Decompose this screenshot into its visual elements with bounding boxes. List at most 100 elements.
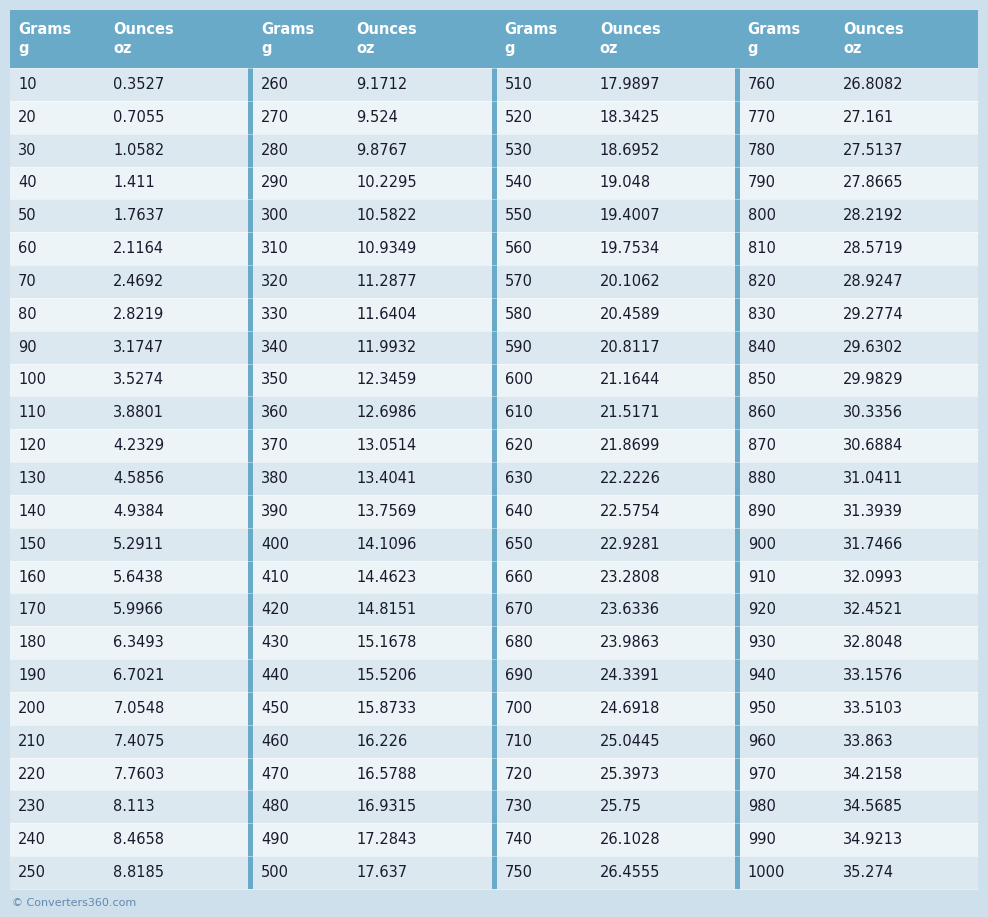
Text: 390: 390: [261, 503, 289, 519]
Text: 32.0993: 32.0993: [843, 569, 903, 584]
Text: 6.3493: 6.3493: [114, 635, 164, 650]
Text: 310: 310: [261, 241, 289, 256]
Bar: [253, 134, 349, 167]
Text: 450: 450: [261, 701, 289, 716]
Bar: [592, 167, 735, 199]
Text: 610: 610: [505, 405, 533, 420]
Text: 660: 660: [505, 569, 533, 584]
Text: 19.4007: 19.4007: [600, 208, 660, 223]
Text: 4.9384: 4.9384: [114, 503, 164, 519]
Text: 34.9213: 34.9213: [843, 833, 903, 847]
Text: 890: 890: [748, 503, 776, 519]
Bar: [106, 167, 248, 199]
Text: 31.3939: 31.3939: [843, 503, 903, 519]
Bar: [592, 626, 735, 659]
Text: 250: 250: [18, 865, 46, 880]
Text: 5.9966: 5.9966: [114, 602, 164, 617]
Bar: [497, 724, 592, 757]
Text: 10.5822: 10.5822: [357, 208, 417, 223]
Text: 20.4589: 20.4589: [600, 307, 660, 322]
Text: 14.1096: 14.1096: [357, 536, 417, 552]
Text: 290: 290: [261, 175, 289, 191]
Bar: [253, 495, 349, 528]
Bar: [106, 68, 248, 101]
Bar: [835, 692, 978, 724]
Text: 7.7603: 7.7603: [114, 767, 165, 781]
Text: 1000: 1000: [748, 865, 785, 880]
Bar: [497, 659, 592, 692]
Text: 15.5206: 15.5206: [357, 668, 417, 683]
Text: 13.4041: 13.4041: [357, 471, 417, 486]
Text: 25.0445: 25.0445: [600, 734, 660, 748]
Bar: [10, 167, 106, 199]
Text: 490: 490: [261, 833, 289, 847]
Text: 190: 190: [18, 668, 45, 683]
Bar: [497, 560, 592, 593]
Bar: [106, 757, 248, 790]
Text: 24.6918: 24.6918: [600, 701, 660, 716]
Text: Grams
g: Grams g: [261, 22, 314, 57]
Bar: [592, 396, 735, 429]
Text: Ounces
oz: Ounces oz: [600, 22, 661, 57]
Text: 570: 570: [505, 274, 533, 289]
Text: 340: 340: [261, 339, 289, 355]
Bar: [106, 298, 248, 331]
Text: 6.7021: 6.7021: [114, 668, 165, 683]
Bar: [253, 199, 349, 232]
Text: 10.2295: 10.2295: [357, 175, 417, 191]
Text: 16.5788: 16.5788: [357, 767, 417, 781]
Bar: [740, 429, 835, 462]
Bar: [497, 68, 592, 101]
Bar: [835, 331, 978, 363]
Bar: [735, 10, 740, 889]
Bar: [835, 495, 978, 528]
Bar: [497, 199, 592, 232]
Text: 24.3391: 24.3391: [600, 668, 660, 683]
Bar: [592, 528, 735, 560]
Text: 21.1644: 21.1644: [600, 372, 660, 388]
Text: Ounces
oz: Ounces oz: [114, 22, 174, 57]
Bar: [10, 10, 106, 68]
Text: 980: 980: [748, 800, 776, 814]
Text: 910: 910: [748, 569, 776, 584]
Text: 9.1712: 9.1712: [357, 77, 408, 92]
Text: 400: 400: [261, 536, 289, 552]
Text: 220: 220: [18, 767, 46, 781]
Bar: [349, 724, 491, 757]
Bar: [253, 528, 349, 560]
Text: 2.4692: 2.4692: [114, 274, 165, 289]
Text: 670: 670: [505, 602, 533, 617]
Text: 690: 690: [505, 668, 533, 683]
Text: 14.8151: 14.8151: [357, 602, 417, 617]
Bar: [592, 134, 735, 167]
Text: 28.5719: 28.5719: [843, 241, 904, 256]
Text: 21.5171: 21.5171: [600, 405, 660, 420]
Text: 800: 800: [748, 208, 776, 223]
Text: 3.1747: 3.1747: [114, 339, 164, 355]
Bar: [349, 134, 491, 167]
Text: 350: 350: [261, 372, 289, 388]
Bar: [835, 462, 978, 495]
Text: 230: 230: [18, 800, 45, 814]
Bar: [592, 10, 735, 68]
Bar: [497, 790, 592, 823]
Bar: [10, 199, 106, 232]
Bar: [497, 265, 592, 298]
Text: 30: 30: [18, 143, 37, 158]
Bar: [10, 692, 106, 724]
Text: 600: 600: [505, 372, 533, 388]
Bar: [592, 790, 735, 823]
Bar: [740, 593, 835, 626]
Bar: [497, 429, 592, 462]
Bar: [740, 757, 835, 790]
Text: 26.4555: 26.4555: [600, 865, 660, 880]
Text: 34.2158: 34.2158: [843, 767, 903, 781]
Text: 750: 750: [505, 865, 533, 880]
Bar: [835, 134, 978, 167]
Text: 320: 320: [261, 274, 289, 289]
Text: 650: 650: [505, 536, 533, 552]
Bar: [740, 396, 835, 429]
Bar: [349, 396, 491, 429]
Bar: [10, 429, 106, 462]
Bar: [10, 363, 106, 396]
